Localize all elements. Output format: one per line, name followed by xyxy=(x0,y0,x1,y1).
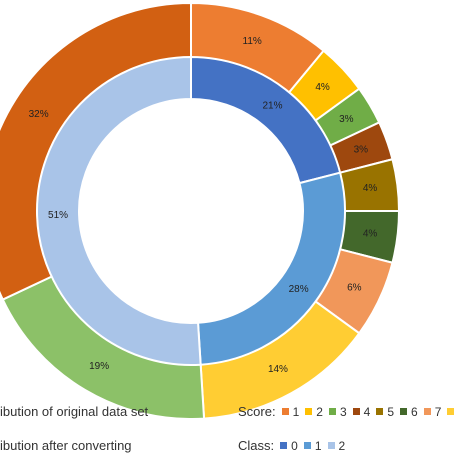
inner-slice-label-2: 51% xyxy=(48,210,68,221)
class-legend-item-0-label: 0 xyxy=(291,438,298,453)
score-legend-item-5: 5 xyxy=(376,405,394,419)
score-legend-item-7-label: 7 xyxy=(434,404,442,419)
class-legend-item-2-label: 2 xyxy=(338,438,346,453)
class-legend-item-1-label: 1 xyxy=(314,438,322,453)
score-legend-item-5-label: 5 xyxy=(387,404,395,419)
score-legend-title: Score: xyxy=(238,404,276,419)
score-legend-item-1: 1 xyxy=(281,404,300,419)
score-legend-item-3-label: 3 xyxy=(339,404,347,419)
outer-slice-label-7: 6% xyxy=(347,282,362,293)
score-legend-item-2-swatch xyxy=(305,408,313,415)
score-legend-item-3-swatch xyxy=(328,408,336,415)
outer-slice-label-4: 3% xyxy=(354,144,369,155)
score-legend-item-6-swatch xyxy=(400,408,408,415)
score-legend-item-2-label: 2 xyxy=(316,404,323,419)
score-legend-item-1-swatch xyxy=(281,408,289,415)
outer-slice-label-1: 11% xyxy=(243,36,262,47)
score-legend-item-5-swatch xyxy=(376,408,384,415)
outer-slice-label-8: 14% xyxy=(268,364,288,375)
class-legend-item-2-swatch xyxy=(327,442,335,449)
class-legend-item-0: 0 xyxy=(280,439,298,453)
score-legend-item-6: 6 xyxy=(400,405,418,419)
score-legend-item-7-swatch xyxy=(423,408,431,415)
score-legend-item-8-swatch xyxy=(447,408,455,415)
outer-slice-label-6: 4% xyxy=(363,228,378,239)
inner-slice-2 xyxy=(36,55,202,366)
outer-slice-label-10: 32% xyxy=(29,109,49,120)
outer-slice-label-9: 19% xyxy=(89,361,109,372)
outer-slice-label-3: 3% xyxy=(339,114,354,125)
score-legend-item-2: 2 xyxy=(305,405,323,419)
class-legend-item-1-swatch xyxy=(303,442,311,449)
score-legend-item-4-label: 4 xyxy=(363,404,371,419)
class-legend-item-0-swatch xyxy=(280,442,288,449)
nested-donut-chart: 11% 4% 3% 3% 4% 4% 6% 14% 19% 32% 21% 28% 51% xyxy=(0,1,401,418)
outer-slice-label-2: 4% xyxy=(315,82,330,93)
score-legend-item-3: 3 xyxy=(328,404,347,419)
score-legend-item-7: 7 xyxy=(423,404,442,419)
class-legend: Class: 0 1 2 xyxy=(238,438,351,453)
inner-ring-caption: ibution after converting xyxy=(0,438,132,453)
inner-slice-label-0: 21% xyxy=(263,101,283,112)
score-legend: Score: 1 2 3 4 5 6 7 xyxy=(238,404,464,419)
score-legend-item-8 xyxy=(447,408,458,415)
score-legend-item-1-label: 1 xyxy=(292,404,300,419)
outer-ring-caption: ibution of original data set xyxy=(0,404,149,419)
score-legend-item-6-label: 6 xyxy=(411,404,418,419)
outer-slice-label-5: 4% xyxy=(363,183,378,194)
class-legend-item-2: 2 xyxy=(327,438,346,453)
inner-slice-label-1: 28% xyxy=(289,284,309,295)
class-legend-title: Class: xyxy=(238,438,275,453)
score-legend-item-4: 4 xyxy=(352,404,371,419)
class-legend-item-1: 1 xyxy=(303,438,322,453)
score-legend-item-4-swatch xyxy=(352,408,360,415)
